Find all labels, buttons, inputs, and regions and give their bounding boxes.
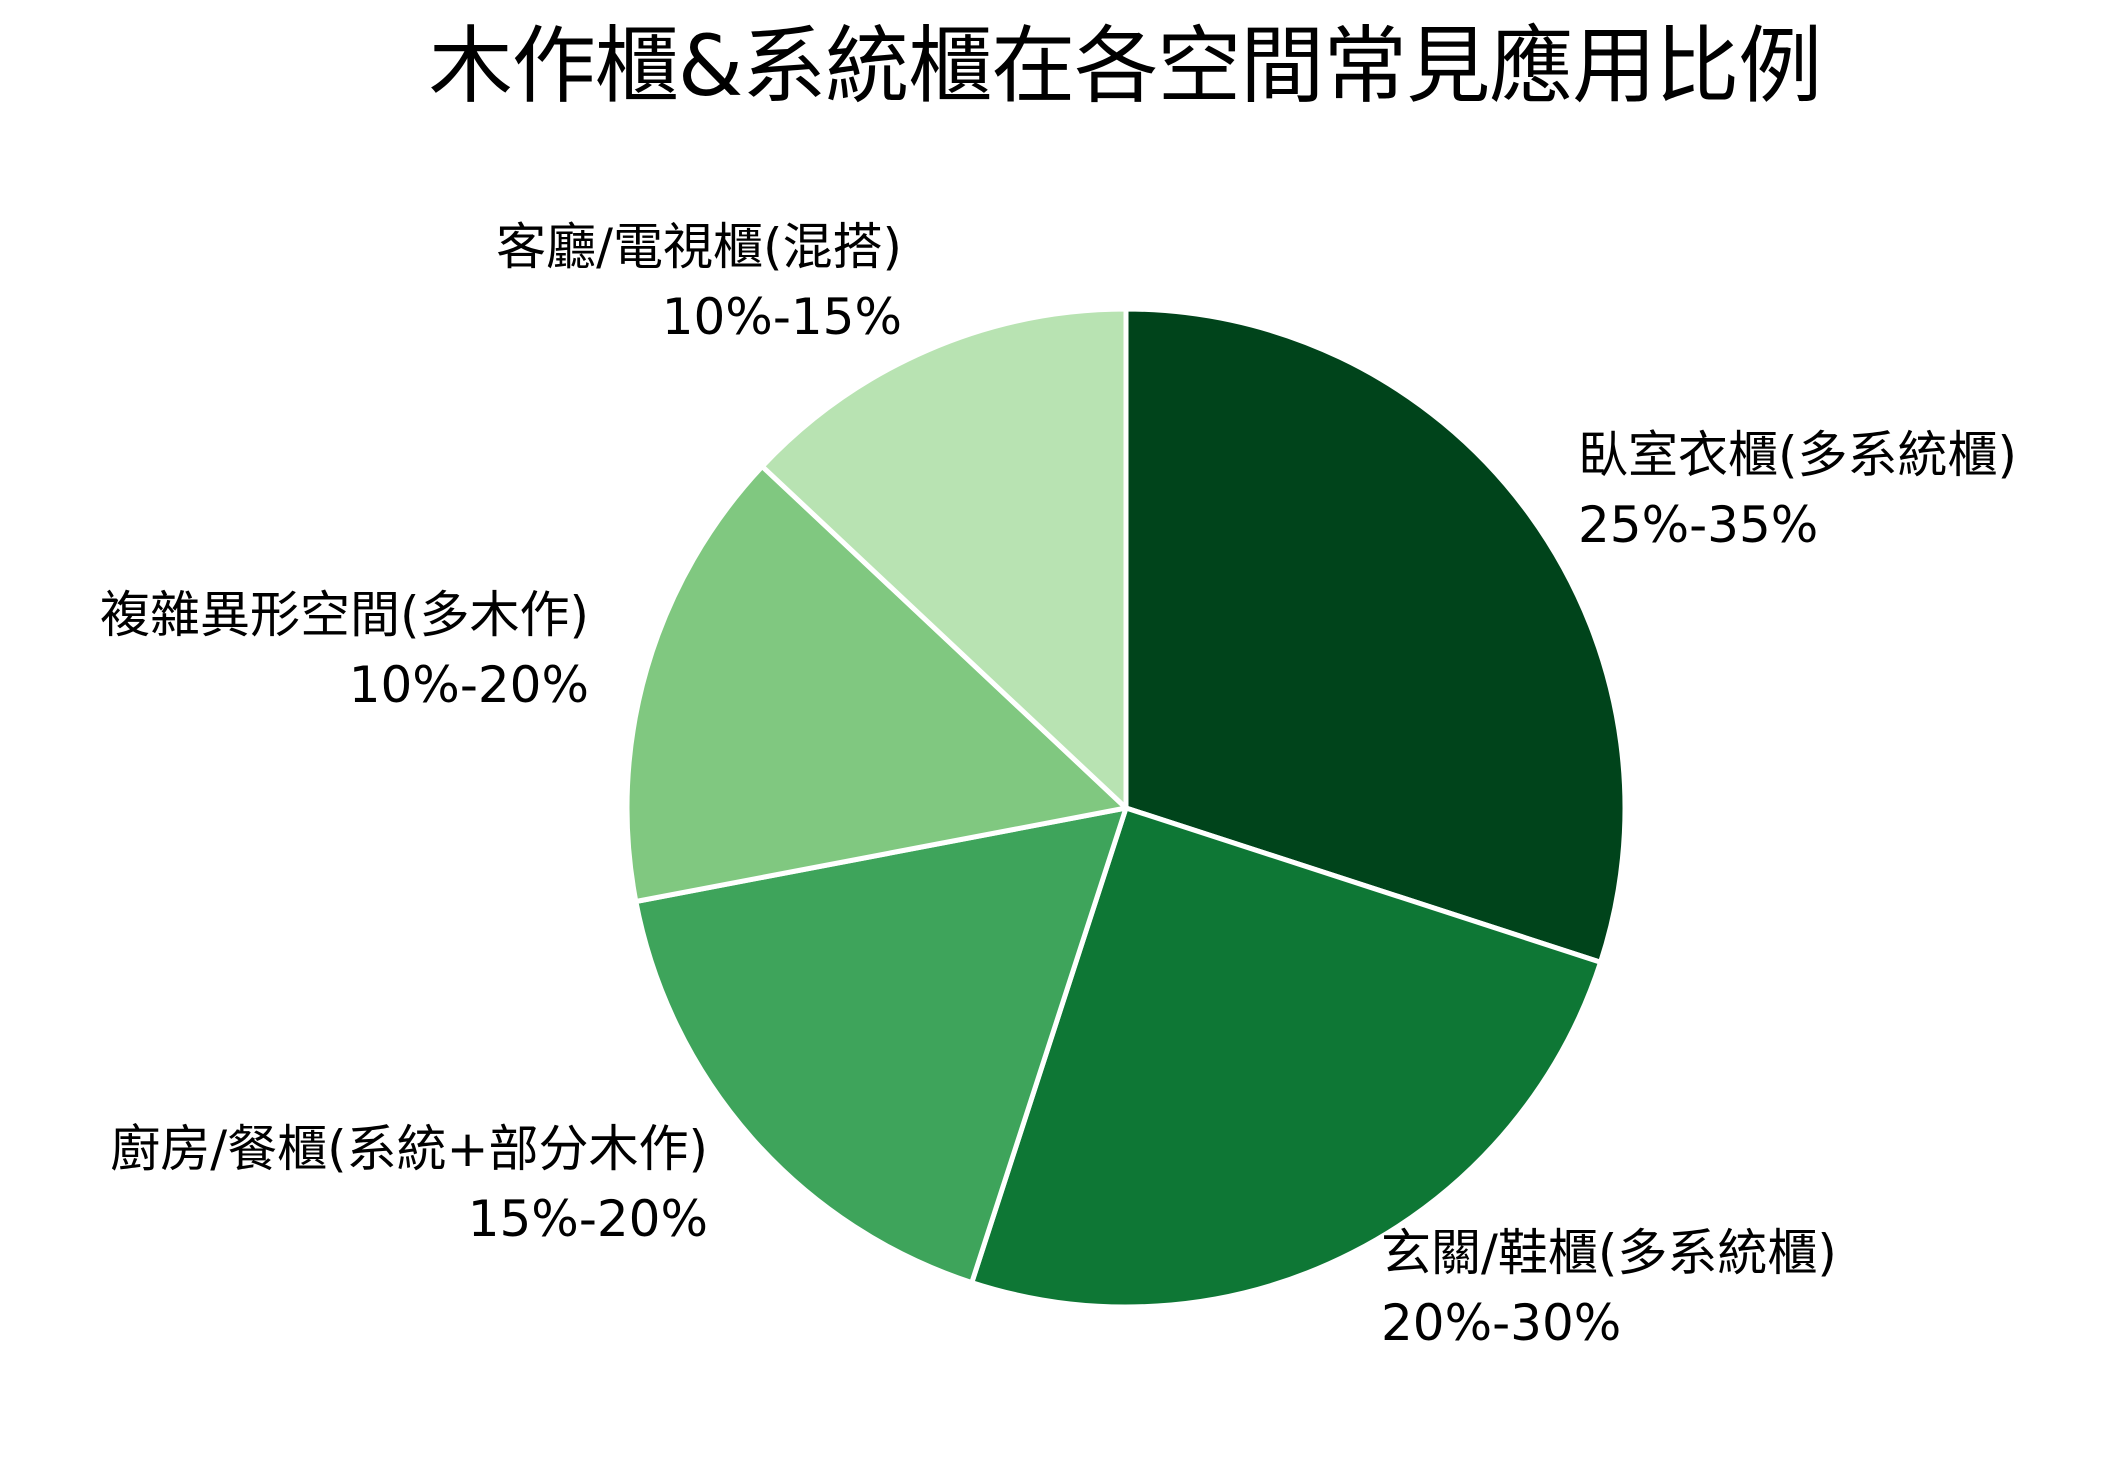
slice-label-name: 玄關/鞋櫃(多系統櫃) bbox=[1381, 1224, 1837, 1282]
slice-label-kitchen: 廚房/餐櫃(系統+部分木作) 15%-20% bbox=[110, 1114, 708, 1254]
slice-label-entrance: 玄關/鞋櫃(多系統櫃) 20%-30% bbox=[1381, 1218, 1837, 1358]
pie-slice bbox=[759, 306, 1129, 811]
slice-label-range: 25%-35% bbox=[1578, 496, 1819, 554]
slice-label-range: 10%-20% bbox=[348, 656, 589, 714]
slice-label-name: 客廳/電視櫃(混搭) bbox=[496, 218, 902, 276]
pie-slice bbox=[969, 805, 1604, 1310]
pie-slice bbox=[633, 805, 1129, 1286]
pie-slice bbox=[1123, 306, 1628, 965]
slice-label-irregular-space: 複雜異形空間(多木作) 10%-20% bbox=[100, 580, 589, 720]
slice-label-name: 臥室衣櫃(多系統櫃) bbox=[1578, 426, 2018, 484]
slice-label-range: 15%-20% bbox=[467, 1190, 708, 1248]
slice-label-bedroom: 臥室衣櫃(多系統櫃) 25%-35% bbox=[1578, 420, 2017, 560]
slice-label-name: 複雜異形空間(多木作) bbox=[99, 586, 589, 644]
slice-label-range: 10%-15% bbox=[661, 288, 902, 346]
chart-title: 木作櫃&系統櫃在各空間常見應用比例 bbox=[428, 17, 1823, 115]
pie-slice bbox=[624, 463, 1129, 904]
slice-label-range: 20%-30% bbox=[1381, 1294, 1622, 1352]
pie-slices bbox=[624, 306, 1628, 1310]
slice-label-living-room: 客廳/電視櫃(混搭) 10%-15% bbox=[496, 212, 902, 352]
slice-label-name: 廚房/餐櫃(系統+部分木作) bbox=[110, 1120, 708, 1178]
